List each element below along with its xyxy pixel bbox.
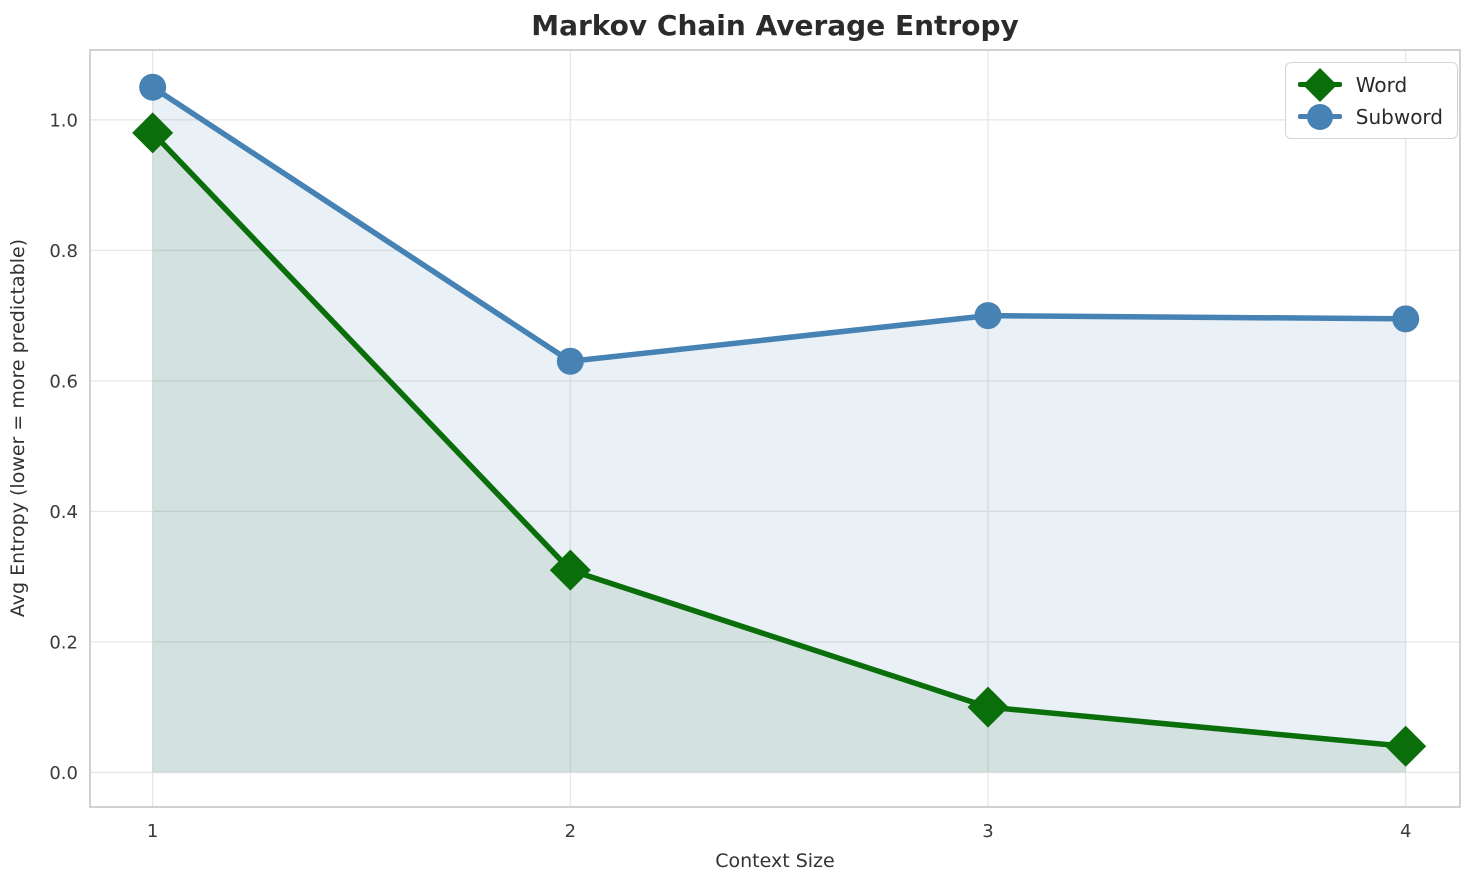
tick-labels: 0.0 0.2 0.4 0.6 0.8 1.0 1 2 3 4 [49,110,1411,842]
series-word-line [149,130,1409,750]
x-tick-label: 4 [1400,821,1411,842]
y-axis-label: Avg Entropy (lower = more predictable) [7,239,29,617]
word-diamond-marker-icon [1296,67,1344,102]
legend-label-word: Word [1355,72,1408,97]
fill-layer [152,87,1406,773]
series-word-marker [132,112,174,154]
series-subword-marker [556,347,584,375]
y-tick-label: 0.6 [49,371,78,392]
subword-circle-marker-icon [1296,102,1344,131]
series-subword-area [152,87,1406,773]
series-subword-marker [139,73,167,101]
x-axis-label: Context Size [715,850,834,872]
diamond-icon [1302,67,1337,102]
circle-icon [1306,103,1333,130]
plot-border [89,49,1461,808]
chart-title: Markov Chain Average Entropy [531,9,1019,42]
y-tick-label: 0.8 [49,241,78,262]
y-tick-label: 0.2 [49,632,78,653]
series-subword-marker [974,302,1002,330]
legend: Word Subword [1284,62,1458,139]
series-subword-marker [1392,305,1420,333]
x-tick-label: 1 [147,821,158,842]
series-subword-line [149,84,1409,365]
y-tick-label: 0.0 [49,763,78,784]
grid-layer [90,50,1460,807]
legend-item-subword: Subword [1296,102,1443,131]
series-word-marker [967,686,1009,728]
series-word-marker [549,549,591,591]
legend-label-subword: Subword [1355,104,1443,129]
series-layer [132,73,1427,767]
legend-item-word: Word [1296,67,1443,102]
x-tick-label: 3 [982,821,993,842]
y-tick-label: 1.0 [49,110,78,131]
y-tick-label: 0.4 [49,502,78,523]
series-word-marker [1385,725,1427,767]
series-word-area [152,132,1406,773]
x-tick-label: 2 [565,821,576,842]
